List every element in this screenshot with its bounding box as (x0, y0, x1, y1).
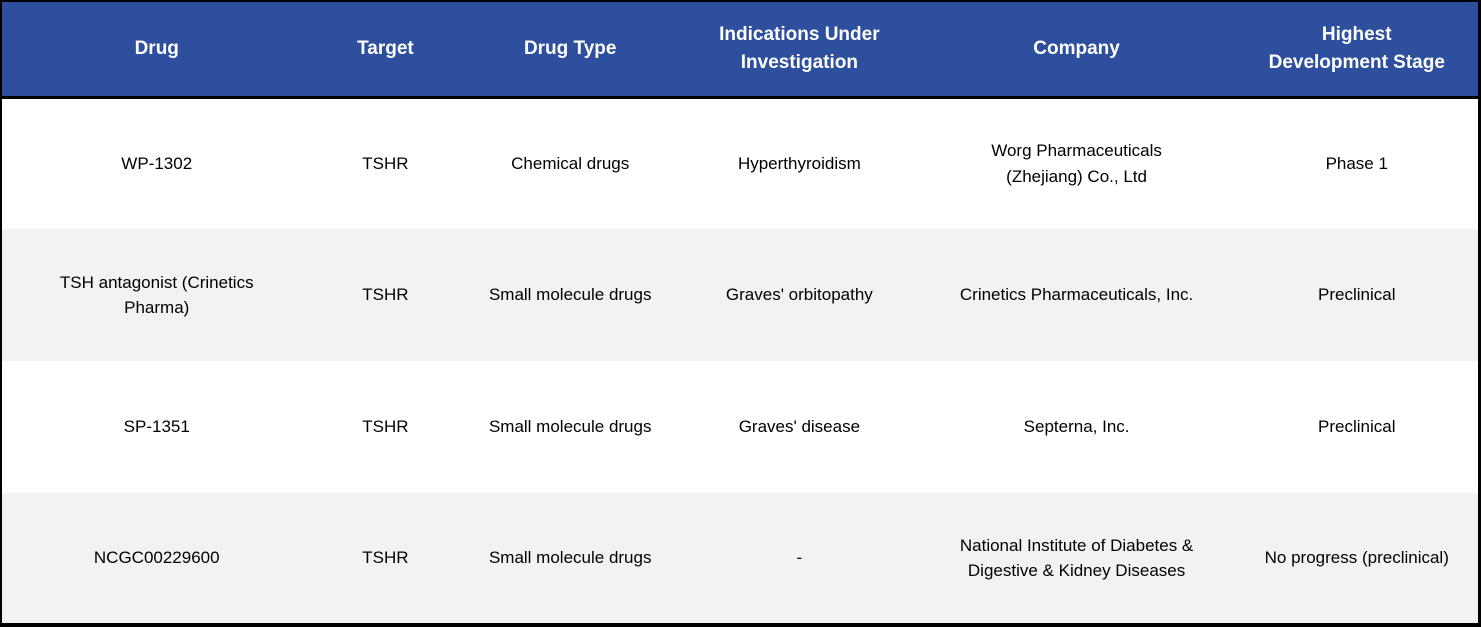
cell-company: National Institute of Diabetes & Digesti… (959, 535, 1194, 581)
cell-highest-stage: Phase 1 (1325, 154, 1388, 173)
cell-company: Worg Pharmaceuticals (Zhejiang) Co., Ltd (991, 141, 1162, 186)
table-row: WP-1302 TSHR Chemical drugs Hyperthyroid… (1, 97, 1480, 229)
table-header: Drug Target Drug Type Indications Under … (1, 1, 1480, 99)
col-header-drug: Drug (1, 1, 312, 99)
table-body: WP-1302 TSHR Chemical drugs Hyperthyroid… (1, 97, 1480, 625)
cell-target: TSHR (362, 285, 409, 305)
table-row: TSH antagonist (Crinetics Pharma) TSHR S… (1, 229, 1480, 361)
col-header-company: Company (917, 1, 1236, 99)
cell-drug: WP-1302 (121, 154, 193, 173)
table-row: NCGC00229600 TSHR Small molecule drugs -… (1, 493, 1480, 625)
cell-drug: SP-1351 (123, 417, 190, 437)
cell-drug-type: Chemical drugs (511, 154, 630, 173)
cell-drug: NCGC00229600 (93, 548, 220, 568)
header-row: Drug Target Drug Type Indications Under … (1, 1, 1480, 99)
cell-target: TSHR (362, 154, 409, 173)
col-header-target: Target (311, 1, 460, 99)
cell-highest-stage: Preclinical (1318, 417, 1396, 437)
cell-target: TSHR (362, 548, 409, 568)
cell-drug-type: Small molecule drugs (488, 285, 652, 305)
cell-drug-type: Small molecule drugs (488, 548, 652, 568)
col-header-indications: Indications Under Investigation (681, 1, 918, 99)
cell-indications: Hyperthyroidism (737, 154, 861, 173)
cell-highest-stage: Preclinical (1318, 285, 1396, 305)
cell-indications: Graves' orbitopathy (725, 285, 873, 305)
cell-company: Septerna, Inc. (1023, 417, 1130, 437)
cell-highest-stage: No progress (preclinical) (1264, 548, 1449, 568)
cell-drug: TSH antagonist (Crinetics Pharma) (59, 272, 254, 318)
table-row: SP-1351 TSHR Small molecule drugs Graves… (1, 361, 1480, 493)
cell-indications: - (796, 548, 803, 568)
cell-indications: Graves' disease (738, 417, 861, 437)
col-header-drug-type: Drug Type (459, 1, 682, 99)
col-header-highest-stage: Highest Development Stage (1235, 1, 1480, 99)
cell-drug-type: Small molecule drugs (488, 417, 652, 437)
cell-target: TSHR (362, 417, 409, 437)
cell-company: Crinetics Pharmaceuticals, Inc. (959, 285, 1194, 305)
